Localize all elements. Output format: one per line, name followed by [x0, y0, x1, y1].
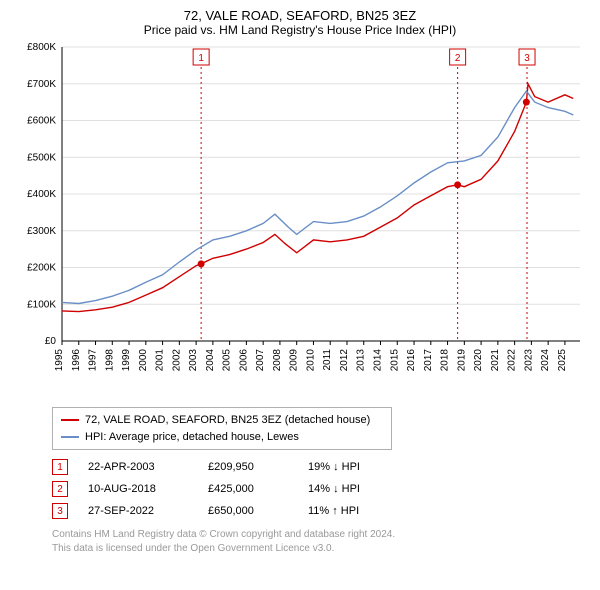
svg-text:£500K: £500K [27, 152, 56, 163]
svg-text:2012: 2012 [339, 349, 350, 372]
svg-text:1: 1 [198, 53, 204, 64]
marker-date: 22-APR-2003 [88, 461, 188, 473]
marker-badge: 2 [52, 481, 68, 497]
svg-text:2005: 2005 [222, 349, 233, 372]
svg-text:£800K: £800K [27, 42, 56, 53]
chart-legend: 72, VALE ROAD, SEAFORD, BN25 3EZ (detach… [52, 407, 392, 450]
marker-price: £650,000 [208, 505, 288, 517]
footer-attribution: Contains HM Land Registry data © Crown c… [52, 528, 588, 556]
legend-label: 72, VALE ROAD, SEAFORD, BN25 3EZ (detach… [85, 412, 370, 429]
svg-text:2013: 2013 [356, 349, 367, 372]
svg-text:£400K: £400K [27, 189, 56, 200]
svg-text:1997: 1997 [88, 349, 99, 372]
svg-text:2021: 2021 [490, 349, 501, 372]
svg-text:3: 3 [524, 53, 530, 64]
svg-text:2008: 2008 [272, 349, 283, 372]
svg-text:2016: 2016 [406, 349, 417, 372]
marker-badge: 1 [52, 459, 68, 475]
svg-text:1998: 1998 [104, 349, 115, 372]
svg-text:1995: 1995 [54, 349, 65, 372]
marker-price: £209,950 [208, 461, 288, 473]
svg-text:2: 2 [455, 53, 461, 64]
price-chart: £0 £100K £200K £300K £400K £500K £600K £700K £80… [12, 41, 588, 401]
marker-delta: 19% ↓ HPI [308, 461, 360, 473]
svg-text:£700K: £700K [27, 79, 56, 90]
svg-text:2007: 2007 [255, 349, 266, 372]
svg-text:2001: 2001 [155, 349, 166, 372]
legend-item: HPI: Average price, detached house, Lewe… [61, 429, 383, 446]
svg-text:£0: £0 [45, 336, 57, 347]
svg-text:2014: 2014 [373, 349, 384, 372]
marker-delta: 11% ↑ HPI [308, 505, 359, 517]
table-row: 2 10-AUG-2018 £425,000 14% ↓ HPI [52, 478, 588, 500]
svg-text:1996: 1996 [71, 349, 82, 372]
svg-text:2023: 2023 [523, 349, 534, 372]
svg-text:1999: 1999 [121, 349, 132, 372]
svg-text:2004: 2004 [205, 349, 216, 372]
svg-text:2009: 2009 [289, 349, 300, 372]
svg-text:2020: 2020 [473, 349, 484, 372]
page-title: 72, VALE ROAD, SEAFORD, BN25 3EZ [12, 8, 588, 23]
svg-text:2000: 2000 [138, 349, 149, 372]
svg-text:2025: 2025 [557, 349, 568, 372]
marker-price: £425,000 [208, 483, 288, 495]
svg-text:2011: 2011 [322, 349, 333, 371]
svg-text:2019: 2019 [456, 349, 467, 372]
svg-text:2015: 2015 [389, 349, 400, 372]
svg-text:2018: 2018 [440, 349, 451, 372]
svg-text:2010: 2010 [305, 349, 316, 372]
legend-swatch [61, 436, 79, 438]
svg-text:£300K: £300K [27, 226, 56, 237]
marker-delta: 14% ↓ HPI [308, 483, 360, 495]
legend-item: 72, VALE ROAD, SEAFORD, BN25 3EZ (detach… [61, 412, 383, 429]
legend-label: HPI: Average price, detached house, Lewe… [85, 429, 299, 446]
svg-text:2003: 2003 [188, 349, 199, 372]
markers-table: 1 22-APR-2003 £209,950 19% ↓ HPI 2 10-AU… [52, 456, 588, 522]
svg-text:2006: 2006 [238, 349, 249, 372]
svg-text:2017: 2017 [423, 349, 434, 372]
svg-text:2002: 2002 [171, 349, 182, 372]
footer-line: Contains HM Land Registry data © Crown c… [52, 528, 588, 542]
marker-date: 10-AUG-2018 [88, 483, 188, 495]
footer-line: This data is licensed under the Open Gov… [52, 542, 588, 556]
svg-text:£600K: £600K [27, 116, 56, 127]
svg-text:2024: 2024 [540, 349, 551, 372]
marker-badge: 3 [52, 503, 68, 519]
table-row: 1 22-APR-2003 £209,950 19% ↓ HPI [52, 456, 588, 478]
legend-swatch [61, 419, 79, 421]
svg-text:2022: 2022 [507, 349, 518, 372]
page-subtitle: Price paid vs. HM Land Registry's House … [12, 23, 588, 37]
svg-text:£200K: £200K [27, 263, 56, 274]
svg-text:£100K: £100K [27, 299, 56, 310]
marker-date: 27-SEP-2022 [88, 505, 188, 517]
table-row: 3 27-SEP-2022 £650,000 11% ↑ HPI [52, 500, 588, 522]
